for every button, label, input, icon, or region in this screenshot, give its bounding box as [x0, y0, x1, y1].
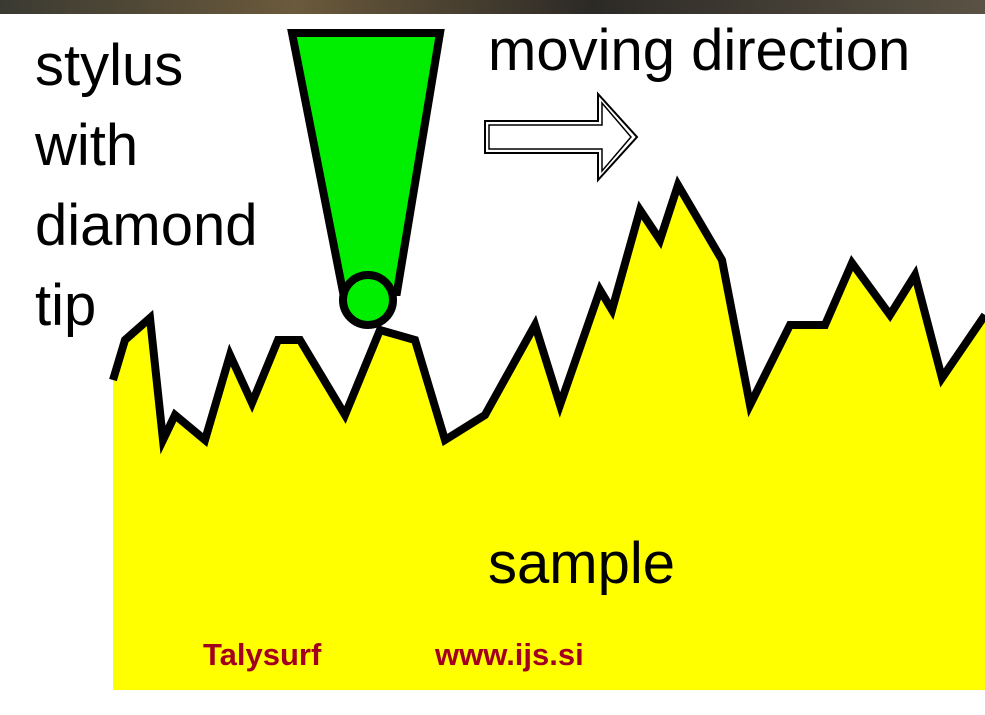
stylus-label: stylus: [35, 33, 183, 98]
footer-name: Talysurf: [203, 637, 322, 672]
photo-strip: [0, 0, 985, 16]
footer-url: www.ijs.si: [434, 637, 584, 672]
direction-label: moving direction: [488, 18, 910, 83]
stylus: [292, 33, 440, 292]
direction-arrow: [485, 94, 637, 180]
stylus-label: tip: [35, 273, 96, 338]
page: {"stylus_label": {"lines": ["stylus", "w…: [0, 0, 985, 715]
stylus-label: with: [34, 113, 138, 178]
sample-label: sample: [488, 531, 675, 596]
stylus-label: diamond: [35, 193, 257, 258]
diagram: stylus with diamond tip moving direction…: [0, 0, 985, 715]
diamond-tip: [343, 275, 393, 325]
